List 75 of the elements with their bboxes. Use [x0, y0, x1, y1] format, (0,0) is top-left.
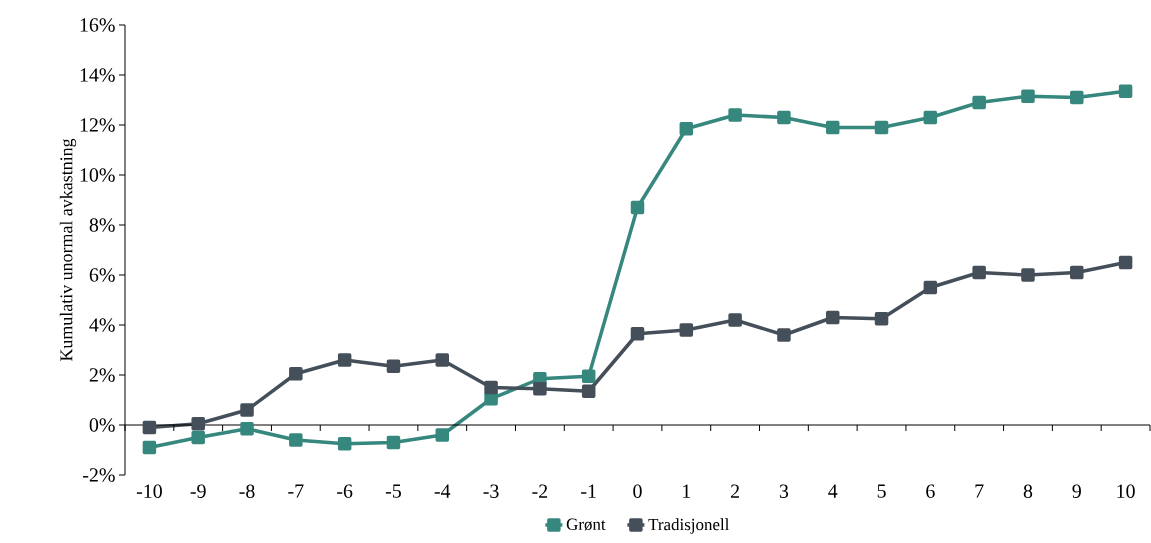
x-tick-label: -9	[190, 484, 206, 498]
point	[1118, 255, 1133, 270]
point	[777, 328, 791, 342]
point	[630, 200, 645, 215]
point	[386, 435, 401, 450]
point	[1118, 84, 1133, 98]
point	[240, 403, 254, 417]
point	[435, 353, 450, 367]
point	[581, 384, 596, 398]
point	[972, 265, 986, 280]
point	[679, 323, 694, 337]
point	[972, 95, 986, 110]
point	[484, 380, 498, 395]
x-tick-label: -3	[483, 484, 499, 498]
point	[337, 437, 352, 451]
x-tick-label: -10	[136, 484, 162, 498]
x-tick-label: 8	[1023, 484, 1033, 498]
legend-label: Grønt	[566, 518, 606, 531]
point	[1021, 268, 1035, 282]
y-tick-label: 12%	[80, 118, 115, 132]
x-tick-label: 4	[828, 484, 838, 498]
y-tick-label: 8%	[89, 218, 115, 232]
y-axis-title: Kumulativ unormal avkastning	[59, 138, 77, 362]
x-tick-label: 6	[926, 484, 935, 498]
point	[728, 313, 742, 327]
point	[386, 359, 401, 373]
x-tick-label: -6	[337, 484, 353, 498]
x-tick-label: 7	[975, 484, 984, 498]
point	[1070, 265, 1084, 280]
x-tick-label: -2	[532, 484, 548, 498]
point	[874, 312, 889, 326]
point	[240, 422, 254, 436]
point	[777, 110, 791, 125]
point	[679, 122, 694, 136]
point	[484, 392, 498, 406]
x-tick-label: -8	[239, 484, 255, 498]
x-tick-label: -1	[581, 484, 596, 498]
x-tick-label: 0	[633, 484, 642, 498]
point	[923, 280, 938, 295]
point	[289, 367, 303, 381]
x-tick-label: 1	[683, 484, 691, 498]
point	[825, 310, 840, 325]
x-tick-label: 3	[779, 484, 789, 498]
legend-label: Tradisjonell	[648, 518, 730, 534]
y-tick-label: -2%	[83, 468, 115, 482]
y-tick-label: 6%	[89, 268, 115, 282]
point	[533, 382, 547, 396]
point	[337, 353, 352, 367]
x-tick-label: 10	[1117, 484, 1135, 498]
x-tick-label: -5	[385, 484, 401, 498]
y-tick-label: 2%	[89, 368, 115, 382]
x-tick-label: -7	[288, 484, 304, 498]
point	[825, 120, 840, 135]
x-tick-label: 2	[731, 484, 739, 498]
point	[923, 110, 938, 125]
y-tick-label: 10%	[80, 168, 115, 182]
point	[1070, 90, 1084, 105]
x-tick-label: -4	[434, 484, 451, 498]
point	[142, 440, 157, 455]
point	[1021, 89, 1035, 103]
x-tick-label: 5	[877, 484, 886, 498]
y-tick-label: 4%	[89, 318, 115, 332]
point	[191, 430, 205, 445]
point	[728, 108, 742, 122]
x-tick-label: 9	[1072, 484, 1081, 498]
y-tick-label: 14%	[80, 68, 115, 82]
y-tick-label: 0%	[89, 418, 115, 432]
point	[630, 327, 645, 341]
point	[289, 433, 303, 447]
point	[874, 120, 889, 135]
y-tick-label: 16%	[80, 18, 115, 32]
point	[435, 428, 450, 442]
point	[191, 417, 205, 431]
point	[142, 420, 157, 435]
point	[581, 369, 596, 383]
